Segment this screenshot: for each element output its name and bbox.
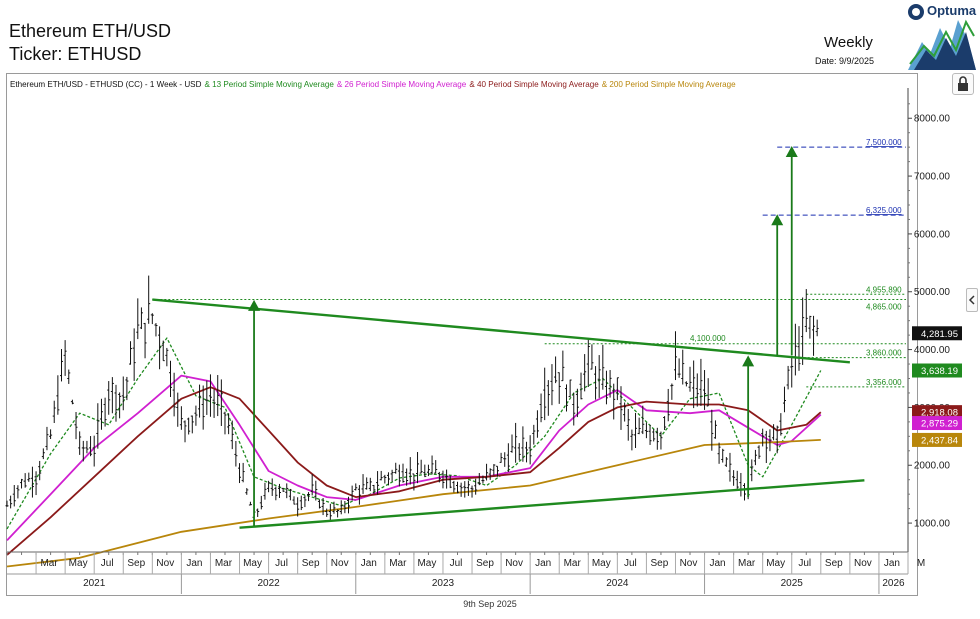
price-tag-label: 4,281.95 <box>921 329 958 340</box>
chevron-left-icon <box>968 295 975 305</box>
x-month-label: M <box>917 558 925 569</box>
x-month-label: Nov <box>331 558 349 569</box>
optuma-logo: Optuma <box>906 2 978 72</box>
x-month-label: Mar <box>215 558 233 569</box>
x-month-label: Jan <box>361 558 377 569</box>
level-label: 7,500.000 <box>866 138 902 147</box>
x-month-label: Sep <box>651 558 669 569</box>
price-tag <box>912 363 962 378</box>
legend-item-4: & 200 Period Simple Moving Average <box>602 80 736 89</box>
ma-line-0 <box>6 337 822 530</box>
level-label: 3,860.000 <box>866 349 902 358</box>
x-year-label: 2025 <box>781 578 804 589</box>
price-tag-label: 2,875.29 <box>921 419 958 430</box>
price-tag <box>912 416 962 431</box>
legend-item-3: & 40 Period Simple Moving Average <box>469 80 599 89</box>
x-month-label: Nov <box>680 558 698 569</box>
x-month-label: Jul <box>624 558 637 569</box>
price-tag <box>912 326 962 341</box>
x-year-label: 2023 <box>432 578 455 589</box>
x-month-label: May <box>766 558 785 569</box>
level-label: 4,955.890 <box>866 285 902 294</box>
level-label: 3,356.000 <box>866 378 902 387</box>
price-tag <box>912 432 962 447</box>
y-tick-label: 2000.00 <box>914 461 951 472</box>
lock-icon <box>958 76 968 91</box>
y-tick-label: 4000.00 <box>914 345 951 356</box>
trendline-lower <box>239 479 865 529</box>
y-tick-label: 6000.00 <box>914 229 951 240</box>
price-tag-label: 2,437.84 <box>921 435 958 446</box>
x-year-label: 2022 <box>257 578 280 589</box>
arrow-head <box>785 146 798 158</box>
y-tick-label: 1000.00 <box>914 519 951 530</box>
level-label: 4,865.000 <box>866 303 902 312</box>
x-month-label: Sep <box>127 558 145 569</box>
arrow-head <box>742 355 755 367</box>
x-year-label: 2021 <box>83 578 106 589</box>
price-tag <box>912 405 962 420</box>
x-month-label: Sep <box>825 558 843 569</box>
logo-mark <box>908 4 976 70</box>
legend-item-1: & 13 Period Simple Moving Average <box>204 80 334 89</box>
chart-title: Ethereum ETH/USD <box>9 21 172 41</box>
x-month-label: Mar <box>40 558 58 569</box>
date-label: Date: 9/9/2025 <box>815 56 875 66</box>
x-month-label: Jan <box>709 558 725 569</box>
trendline-upper <box>152 298 850 364</box>
x-year-label: 2026 <box>882 578 905 589</box>
x-month-label: May <box>592 558 611 569</box>
legend-item-0: Ethereum ETH/USD - ETHUSD (CC) - 1 Week … <box>10 80 202 89</box>
period-label: Weekly <box>824 34 873 51</box>
y-tick-label: 7000.00 <box>914 172 951 183</box>
logo-text: Optuma <box>927 3 977 18</box>
x-month-label: Jul <box>450 558 463 569</box>
x-month-label: Jul <box>275 558 288 569</box>
lock-button[interactable] <box>952 73 974 95</box>
x-month-label: Jul <box>101 558 114 569</box>
price-tag-label: 2,918.08 <box>921 408 958 419</box>
x-month-label: Jan <box>884 558 900 569</box>
ticker-label: Ticker: ETHUSD <box>9 44 142 64</box>
collapse-panel-button[interactable] <box>966 288 978 312</box>
x-month-label: Sep <box>302 558 320 569</box>
level-label: 6,325.000 <box>866 206 902 215</box>
x-month-label: Mar <box>564 558 582 569</box>
arrow-head <box>771 214 784 226</box>
x-month-label: Jul <box>798 558 811 569</box>
level-label: 4,100.000 <box>690 334 726 343</box>
x-month-label: Nov <box>854 558 872 569</box>
footer-date: 9th Sep 2025 <box>463 599 517 609</box>
x-month-label: Jan <box>186 558 202 569</box>
ma-line-3 <box>6 439 821 568</box>
x-month-label: Jan <box>535 558 551 569</box>
ma-line-1 <box>6 374 822 542</box>
y-tick-label: 5000.00 <box>914 287 951 298</box>
x-month-label: Nov <box>505 558 523 569</box>
x-month-label: May <box>243 558 262 569</box>
legend-item-2: & 26 Period Simple Moving Average <box>337 80 467 89</box>
x-month-label: Mar <box>738 558 756 569</box>
x-month-label: Nov <box>156 558 174 569</box>
y-tick-label: 8000.00 <box>914 114 951 125</box>
price-tag-label: 3,638.19 <box>921 366 958 377</box>
x-month-label: May <box>69 558 88 569</box>
x-month-label: Sep <box>476 558 494 569</box>
arrow-head <box>248 299 261 311</box>
x-year-label: 2024 <box>606 578 629 589</box>
x-month-label: Mar <box>389 558 407 569</box>
x-month-label: May <box>417 558 436 569</box>
